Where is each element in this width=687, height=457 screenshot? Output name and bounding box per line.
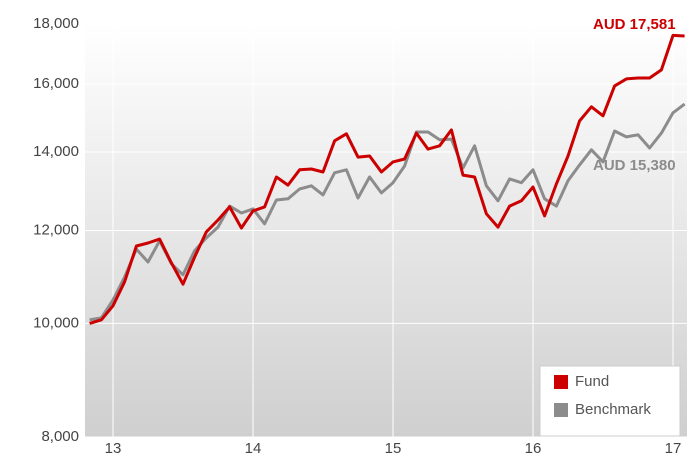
x-tick-label: 13 bbox=[105, 440, 122, 457]
x-tick-label: 16 bbox=[525, 440, 542, 457]
series-line bbox=[89, 33, 685, 325]
x-tick-label: 14 bbox=[245, 440, 262, 457]
legend-label: Fund bbox=[575, 373, 609, 390]
legend-swatch bbox=[554, 375, 568, 389]
y-tick-label: 14,000 bbox=[33, 143, 79, 160]
series-line bbox=[89, 102, 686, 322]
y-tick-label: 12,000 bbox=[33, 221, 79, 238]
end-label: AUD 15,380 bbox=[593, 157, 676, 174]
x-tick-label: 17 bbox=[665, 440, 682, 457]
legend-label: Benchmark bbox=[575, 401, 651, 418]
legend-swatch bbox=[554, 403, 568, 417]
x-tick-label: 15 bbox=[385, 440, 402, 457]
y-tick-label: 10,000 bbox=[33, 314, 79, 331]
end-label: AUD 17,581 bbox=[593, 16, 676, 33]
y-tick-label: 8,000 bbox=[41, 428, 79, 445]
y-tick-label: 18,000 bbox=[33, 15, 79, 32]
y-tick-label: 16,000 bbox=[33, 75, 79, 92]
